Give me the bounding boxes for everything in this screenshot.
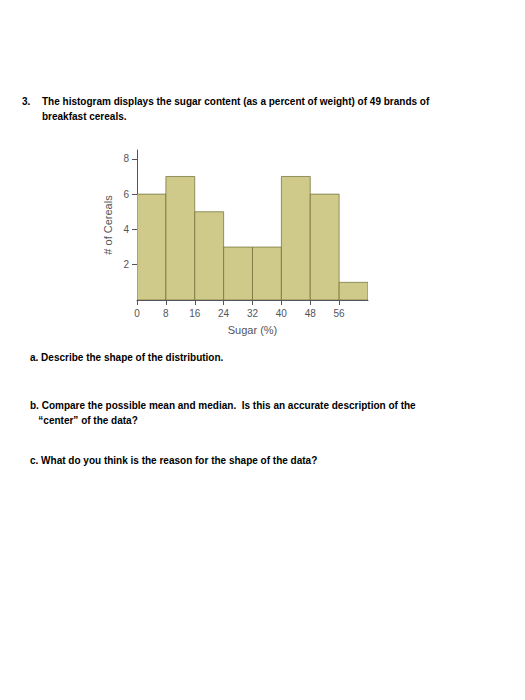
svg-text:The histogram displays the sug: The histogram displays the sugar content… — [42, 96, 430, 107]
svg-text:2: 2 — [123, 259, 129, 270]
svg-text:8: 8 — [123, 153, 129, 164]
svg-text:breakfast cereals.: breakfast cereals. — [42, 111, 127, 122]
svg-text:8: 8 — [163, 308, 169, 319]
svg-text:c. What do you think is the re: c. What do you think is the reason for t… — [30, 455, 317, 466]
svg-text:24: 24 — [218, 308, 230, 319]
svg-text:b. Compare the possible mean a: b. Compare the possible mean and median.… — [30, 400, 416, 411]
svg-text:3.: 3. — [22, 96, 31, 107]
svg-text:32: 32 — [247, 308, 259, 319]
svg-text:“center” of the data?: “center” of the data? — [30, 415, 138, 426]
svg-text:56: 56 — [334, 308, 346, 319]
svg-text:a. Describe the shape of the d: a. Describe the shape of the distributio… — [30, 352, 224, 363]
svg-text:16: 16 — [189, 308, 201, 319]
svg-text:40: 40 — [276, 308, 288, 319]
svg-text:Sugar (%): Sugar (%) — [228, 324, 278, 336]
svg-text:48: 48 — [305, 308, 317, 319]
svg-text:6: 6 — [123, 189, 129, 200]
svg-text:0: 0 — [134, 308, 140, 319]
svg-text:4: 4 — [123, 224, 129, 235]
svg-text:# of Cereals: # of Cereals — [102, 195, 114, 255]
